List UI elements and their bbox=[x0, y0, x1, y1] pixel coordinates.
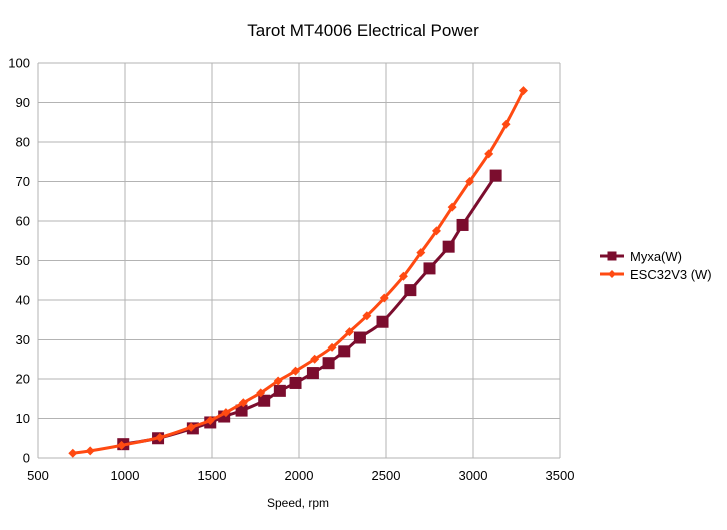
series-line bbox=[121, 174, 498, 446]
data-point bbox=[306, 367, 319, 380]
data-point bbox=[501, 119, 511, 129]
y-tick-label: 70 bbox=[16, 174, 30, 189]
data-point bbox=[256, 388, 266, 398]
x-tick-label: 3000 bbox=[459, 468, 488, 483]
series-1 bbox=[117, 169, 502, 451]
data-point bbox=[155, 432, 165, 442]
y-tick-label: 100 bbox=[8, 56, 30, 71]
legend: Myxa(W) ESC32V3 (W) bbox=[600, 249, 712, 282]
y-tick-label: 20 bbox=[16, 372, 30, 387]
data-point bbox=[310, 354, 320, 364]
data-point bbox=[398, 271, 408, 281]
data-point bbox=[518, 86, 528, 96]
y-tick-label: 50 bbox=[16, 253, 30, 268]
x-tick-label: 2000 bbox=[285, 468, 314, 483]
data-point bbox=[376, 315, 389, 328]
data-point bbox=[205, 415, 215, 425]
legend-label: ESC32V3 (W) bbox=[630, 267, 712, 282]
data-point bbox=[456, 218, 469, 231]
x-tick-label: 1500 bbox=[198, 468, 227, 483]
data-point bbox=[322, 357, 335, 370]
series-layer bbox=[68, 86, 528, 458]
data-point bbox=[85, 446, 95, 456]
y-tick-label: 40 bbox=[16, 293, 30, 308]
data-point bbox=[442, 240, 455, 253]
data-point bbox=[235, 404, 248, 417]
data-point bbox=[238, 398, 248, 408]
data-point bbox=[484, 149, 494, 159]
data-point bbox=[379, 293, 389, 303]
legend-swatch-marker bbox=[608, 270, 616, 278]
legend-swatch-marker bbox=[607, 251, 617, 261]
legend-item: Myxa(W) bbox=[600, 249, 682, 264]
data-point bbox=[404, 284, 417, 297]
y-tick-label: 0 bbox=[23, 451, 30, 466]
data-point bbox=[353, 331, 366, 344]
x-axis-title: Speed, rpm bbox=[267, 496, 329, 510]
data-point bbox=[344, 327, 354, 337]
chart-title: Tarot MT4006 Electrical Power bbox=[247, 21, 479, 40]
x-tick-label: 1000 bbox=[111, 468, 140, 483]
grid bbox=[37, 62, 561, 459]
series-2 bbox=[68, 86, 528, 458]
legend-item: ESC32V3 (W) bbox=[600, 267, 712, 282]
data-point bbox=[289, 376, 302, 389]
data-point bbox=[221, 408, 231, 418]
data-point bbox=[186, 422, 196, 432]
data-point bbox=[416, 248, 426, 258]
y-tick-label: 60 bbox=[16, 214, 30, 229]
data-point bbox=[68, 448, 78, 458]
data-point bbox=[431, 226, 441, 236]
axes: 0 10 20 30 40 50 60 70 80 90 100 500 1000 1500 2000 250… bbox=[8, 56, 574, 484]
data-point bbox=[447, 202, 457, 212]
legend-label: Myxa(W) bbox=[630, 249, 682, 264]
data-point bbox=[423, 262, 436, 275]
y-tick-label: 30 bbox=[16, 332, 30, 347]
data-point bbox=[258, 394, 271, 407]
data-point bbox=[291, 366, 301, 376]
data-point bbox=[362, 311, 372, 321]
data-point bbox=[273, 376, 283, 386]
x-tick-label: 3500 bbox=[546, 468, 575, 483]
y-tick-label: 90 bbox=[16, 95, 30, 110]
y-tick-label: 10 bbox=[16, 411, 30, 426]
data-point bbox=[327, 342, 337, 352]
y-tick-label: 80 bbox=[16, 135, 30, 150]
series-line bbox=[71, 89, 525, 455]
data-point bbox=[338, 345, 351, 358]
x-tick-label: 500 bbox=[27, 468, 49, 483]
x-tick-label: 2500 bbox=[372, 468, 401, 483]
data-point bbox=[489, 169, 502, 182]
data-point bbox=[117, 440, 127, 450]
data-point bbox=[465, 177, 475, 186]
data-point bbox=[273, 384, 286, 397]
